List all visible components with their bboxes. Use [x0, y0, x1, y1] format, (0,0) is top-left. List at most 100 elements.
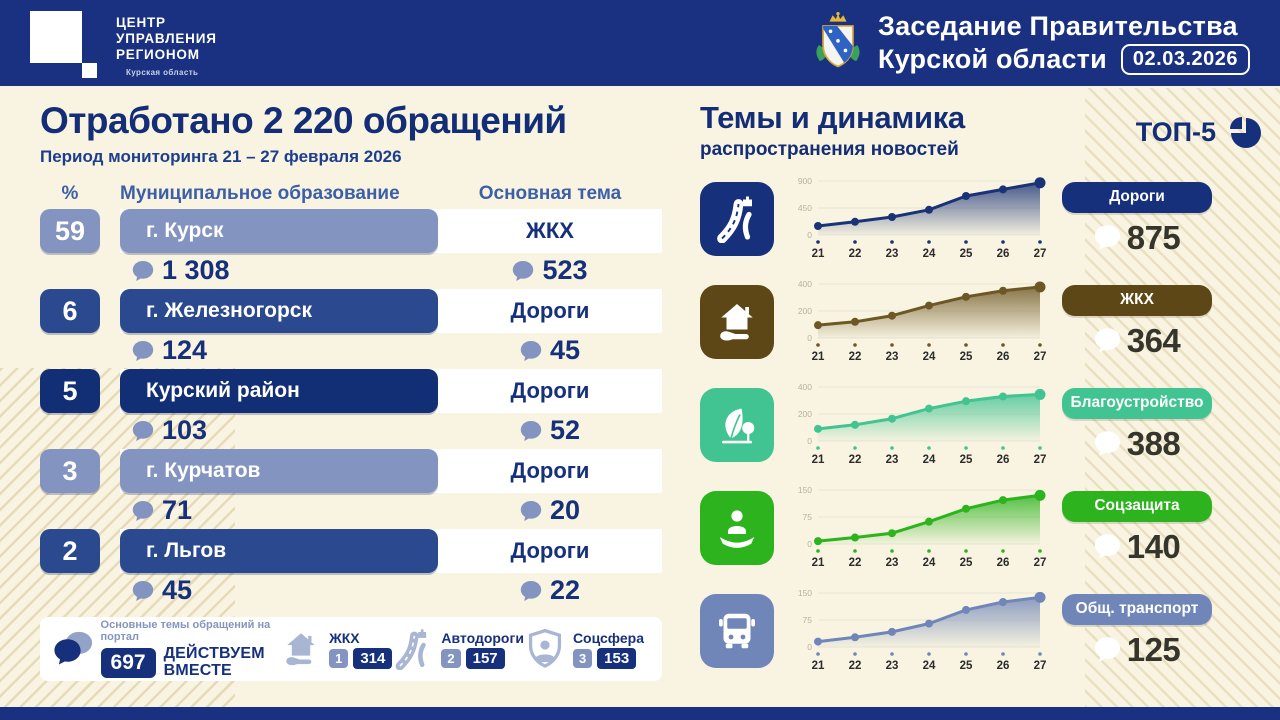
svg-text:25: 25 — [960, 248, 973, 260]
svg-text:27: 27 — [1034, 351, 1047, 363]
percent-badge: 6 — [40, 289, 100, 333]
svg-text:200: 200 — [798, 409, 812, 419]
top5-label: ТОП-5 — [1135, 116, 1216, 147]
meeting-title-line2: Курской области — [877, 44, 1107, 74]
speech-bubble-icon — [520, 580, 542, 601]
white-bubble-icon — [1094, 328, 1120, 353]
pie-chart-icon — [1230, 117, 1261, 148]
municipality-count: 103 — [162, 415, 208, 445]
municipality-count: 1 308 — [162, 255, 230, 285]
municipality-bar: Курский район — [120, 369, 438, 413]
chart-row-zhkh: 0 200 400 21 22 23 24 25 26 27 ЖКХ 364 — [700, 278, 1262, 366]
table-row: г. Льгов Дороги 2 45 22 — [40, 529, 662, 609]
monitoring-period: Период мониторинга 21 – 27 февраля 2026 — [40, 147, 402, 166]
municipality-bar: г. Льгов — [120, 529, 438, 573]
theme-label: Дороги — [510, 378, 590, 403]
news-title: Темы и динамика — [700, 100, 965, 135]
municipality-count: 124 — [162, 335, 208, 365]
svg-text:25: 25 — [960, 454, 973, 466]
svg-text:21: 21 — [812, 557, 825, 569]
municipality-count: 45 — [162, 575, 193, 605]
chat-bubbles-icon — [54, 631, 93, 665]
svg-text:27: 27 — [1034, 248, 1047, 260]
svg-text:400: 400 — [798, 382, 812, 392]
news-count: 875 — [1126, 218, 1181, 256]
line-chart-landscaping: 0 200 400 21 22 23 24 25 26 27 — [798, 382, 1047, 466]
news-count: 364 — [1126, 321, 1181, 359]
appeals-title: Отработано 2 220 обращений — [40, 100, 567, 141]
svg-text:200: 200 — [798, 306, 812, 316]
svg-text:22: 22 — [849, 351, 862, 363]
svg-text:450: 450 — [798, 203, 812, 213]
speech-bubble-icon — [513, 260, 534, 281]
leaf-icon — [700, 388, 774, 462]
svg-text:26: 26 — [997, 248, 1010, 260]
speech-bubble-icon — [132, 420, 154, 441]
line-chart-roads: 0 450 900 21 22 23 24 25 26 27 — [798, 176, 1047, 260]
column-percent: % — [61, 183, 79, 204]
appeals-panel: Отработано 2 220 обращений Период монито… — [40, 100, 662, 681]
portal-brand: ДЕЙСТВУЕМ ВМЕСТЕ — [163, 644, 265, 679]
theme-label: Дороги — [510, 538, 590, 563]
cur-logo-mark-icon — [30, 9, 102, 79]
speech-bubble-icon — [132, 260, 154, 281]
portal-theme-roads: Автодороги 2 157 — [392, 628, 524, 670]
theme-badge: Благоустройство — [1062, 387, 1212, 419]
svg-text:23: 23 — [886, 557, 899, 569]
count-badge: 314 — [353, 647, 393, 669]
date-badge: 02.03.2026 — [1120, 43, 1250, 75]
cur-logo: ЦЕНТР УПРАВЛЕНИЯ РЕГИОНОМ Курская област… — [30, 9, 217, 79]
white-bubble-icon — [1094, 431, 1120, 456]
svg-text:23: 23 — [886, 248, 899, 260]
speech-bubble-icon — [132, 500, 154, 521]
count-badge: 153 — [597, 647, 637, 669]
region-label: Курская область — [126, 67, 199, 77]
svg-text:22: 22 — [849, 248, 862, 260]
table-row: г. Курск ЖКХ 59 1 308 523 — [40, 209, 662, 289]
theme-count: 20 — [549, 495, 581, 525]
speech-bubble-icon — [132, 340, 154, 361]
svg-text:24: 24 — [923, 248, 936, 260]
speech-bubble-icon — [520, 340, 542, 361]
header: ЦЕНТР УПРАВЛЕНИЯ РЕГИОНОМ Курская област… — [0, 0, 1280, 86]
svg-text:24: 24 — [923, 660, 936, 672]
kursk-coat-of-arms-icon — [816, 11, 860, 68]
house-hand-icon — [700, 285, 774, 359]
svg-text:400: 400 — [798, 279, 812, 289]
svg-text:21: 21 — [812, 660, 825, 672]
svg-text:21: 21 — [812, 248, 825, 260]
news-count: 125 — [1126, 630, 1181, 668]
speech-bubble-icon — [520, 500, 542, 521]
chart-row-roads: 0 450 900 21 22 23 24 25 26 27 Дороги 875 — [700, 175, 1262, 263]
theme-badge: Дороги — [1062, 181, 1212, 213]
chart-row-social-protection: 0 75 150 21 22 23 24 25 26 27 Соцзащита 140 — [700, 484, 1262, 572]
theme-label: Дороги — [510, 458, 590, 483]
theme-badge: Соцзащита — [1062, 490, 1212, 522]
portal-theme-social: Соцсфера 3 153 — [524, 628, 644, 670]
svg-text:0: 0 — [807, 539, 812, 549]
svg-text:27: 27 — [1034, 454, 1047, 466]
column-municipality: Муниципальное образование — [120, 183, 400, 204]
svg-text:0: 0 — [807, 230, 812, 240]
svg-text:150: 150 — [798, 588, 812, 598]
svg-text:0: 0 — [807, 333, 812, 343]
portal-total-badge: 697 — [100, 647, 156, 678]
svg-text:900: 900 — [798, 176, 812, 186]
svg-text:75: 75 — [803, 615, 813, 625]
theme-count: 22 — [549, 575, 581, 605]
svg-text:24: 24 — [923, 351, 936, 363]
svg-text:26: 26 — [997, 660, 1010, 672]
news-subtitle: распространения новостей — [700, 139, 959, 160]
cur-logo-text: ЦЕНТР УПРАВЛЕНИЯ РЕГИОНОМ — [116, 15, 217, 62]
svg-text:27: 27 — [1034, 557, 1047, 569]
svg-text:0: 0 — [807, 642, 812, 652]
chart-row-landscaping: 0 200 400 21 22 23 24 25 26 27 Благоустройство 38… — [700, 381, 1262, 469]
house-hand-icon — [286, 633, 315, 666]
news-count: 140 — [1126, 527, 1181, 565]
speech-bubble-icon — [132, 580, 154, 601]
svg-text:26: 26 — [997, 454, 1010, 466]
portal-theme-zhkh: ЖКХ 1 314 — [280, 628, 393, 670]
white-bubble-icon — [1094, 637, 1120, 662]
person-hand-icon — [700, 491, 774, 565]
svg-text:23: 23 — [886, 351, 899, 363]
